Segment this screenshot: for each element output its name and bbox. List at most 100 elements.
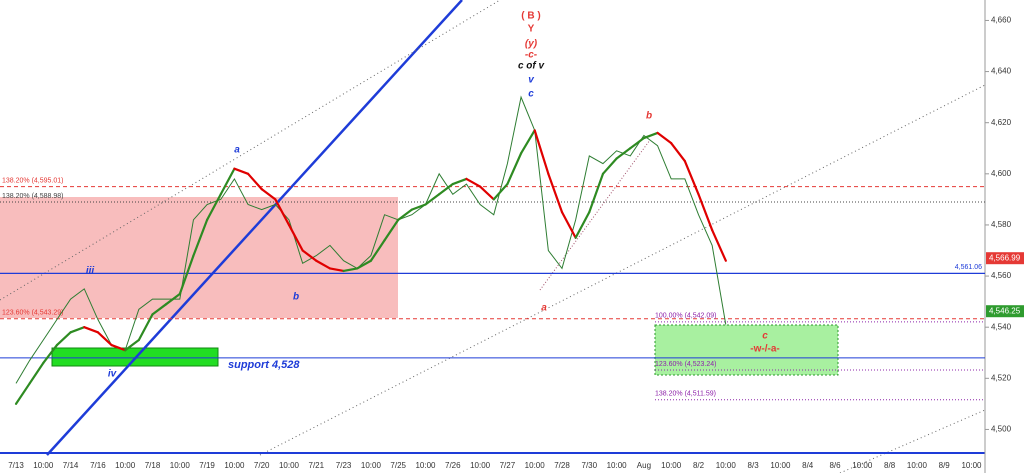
- moving-average: [328, 267, 345, 273]
- x-tick-label: 10:00: [525, 461, 546, 470]
- wave-label: c of v: [518, 61, 546, 72]
- moving-average: [697, 193, 714, 232]
- moving-average: [560, 211, 577, 239]
- level-label: support 4,528: [228, 359, 300, 371]
- x-tick-label: 7/28: [554, 461, 570, 470]
- moving-average: [42, 343, 59, 365]
- target-zone: [654, 324, 839, 376]
- moving-average: [301, 249, 318, 262]
- x-tick-label: 7/13: [8, 461, 24, 470]
- moving-average: [397, 208, 413, 221]
- moving-average: [629, 136, 646, 150]
- moving-average: [219, 167, 236, 196]
- wave-label: iii: [86, 266, 95, 277]
- wave-label: b: [646, 111, 652, 122]
- moving-average: [246, 172, 263, 191]
- moving-average: [479, 185, 495, 201]
- wave-label: a: [541, 303, 547, 314]
- x-tick-label: 10:00: [415, 461, 436, 470]
- level-label: 138.20% (4,511.59): [655, 391, 716, 398]
- wave-label: iv: [108, 369, 118, 380]
- moving-average: [14, 382, 31, 405]
- moving-average: [55, 331, 72, 347]
- level-label: 138.20% (4,595.01): [2, 177, 64, 184]
- moving-average: [274, 198, 291, 227]
- price-line: [15, 95, 727, 384]
- moving-average: [519, 129, 536, 155]
- x-tick-label: 7/20: [254, 461, 270, 470]
- moving-average: [287, 223, 304, 252]
- wave-line: [539, 139, 651, 291]
- moving-average: [451, 177, 468, 186]
- y-tick-label: 4,520: [991, 373, 1012, 382]
- moving-average: [137, 313, 154, 342]
- wave-label: (y): [525, 39, 538, 50]
- y-tick-label: 4,560: [991, 271, 1012, 280]
- moving-average: [438, 182, 454, 196]
- x-tick-label: 10:00: [470, 461, 491, 470]
- moving-average: [506, 152, 523, 186]
- x-tick-label: 7/14: [63, 461, 79, 470]
- level-label: 4,561.06: [955, 264, 982, 271]
- x-tick-label: 10:00: [907, 461, 928, 470]
- moving-average: [83, 326, 100, 334]
- moving-average: [465, 177, 482, 188]
- x-tick-label: 7/19: [199, 461, 215, 470]
- x-tick-label: 8/2: [693, 461, 705, 470]
- level-label: 123.60% (4,523.24): [655, 361, 717, 368]
- moving-average: [96, 331, 113, 347]
- x-tick-label: 8/9: [939, 461, 951, 470]
- wave-label: b: [293, 292, 299, 303]
- moving-average: [410, 203, 427, 211]
- x-tick-label: 10:00: [361, 461, 382, 470]
- moving-average: [124, 338, 140, 352]
- moving-average: [588, 172, 605, 214]
- moving-average: [683, 159, 700, 196]
- moving-average: [711, 228, 727, 262]
- trend-line: [46, 0, 463, 456]
- wave-label: ( B ): [521, 11, 540, 22]
- x-tick-label: 7/30: [582, 461, 598, 470]
- x-tick-label: 8/4: [802, 461, 814, 470]
- x-tick-label: 10:00: [33, 461, 54, 470]
- resistance-zone: [0, 197, 398, 318]
- moving-average: [615, 147, 632, 160]
- wave-label: Y: [528, 24, 535, 35]
- x-tick-label: 10:00: [961, 461, 982, 470]
- x-tick-label: 10:00: [607, 461, 628, 470]
- x-tick-label: 8/3: [748, 461, 760, 470]
- x-tick-label: Aug: [637, 461, 651, 470]
- moving-average: [151, 303, 168, 316]
- y-tick-label: 4,620: [991, 118, 1012, 127]
- moving-average: [547, 172, 564, 214]
- y-tick-label: 4,640: [991, 67, 1012, 76]
- level-label: 138.20% (4,588.98): [2, 193, 64, 200]
- moving-average: [656, 131, 673, 145]
- price-tag-label: 4,566.99: [989, 253, 1021, 262]
- moving-average: [233, 167, 250, 175]
- level-label: 100.00% (4,542.09): [655, 313, 717, 320]
- x-tick-label: 10:00: [852, 461, 873, 470]
- moving-average: [492, 182, 509, 201]
- moving-average: [192, 218, 209, 257]
- x-tick-label: 10:00: [115, 461, 136, 470]
- moving-average: [178, 254, 195, 296]
- x-tick-label: 10:00: [170, 461, 191, 470]
- x-tick-label: 8/6: [829, 461, 841, 470]
- x-tick-label: 10:00: [661, 461, 682, 470]
- level-label: 123.60% (4,543.29): [2, 310, 64, 317]
- moving-average: [342, 267, 359, 273]
- y-tick-label: 4,660: [991, 16, 1012, 25]
- moving-average: [574, 211, 591, 239]
- wave-label: c: [762, 331, 768, 342]
- x-tick-label: 7/21: [309, 461, 325, 470]
- y-tick-label: 4,500: [991, 425, 1012, 434]
- y-tick-label: 4,540: [991, 322, 1012, 331]
- price-tag: [986, 252, 1024, 265]
- moving-average: [642, 131, 659, 140]
- moving-average: [69, 326, 86, 334]
- wave-label: -w-/-a-: [750, 344, 779, 355]
- x-tick-label: 10:00: [716, 461, 737, 470]
- moving-average: [260, 188, 277, 201]
- x-tick-label: 7/25: [390, 461, 406, 470]
